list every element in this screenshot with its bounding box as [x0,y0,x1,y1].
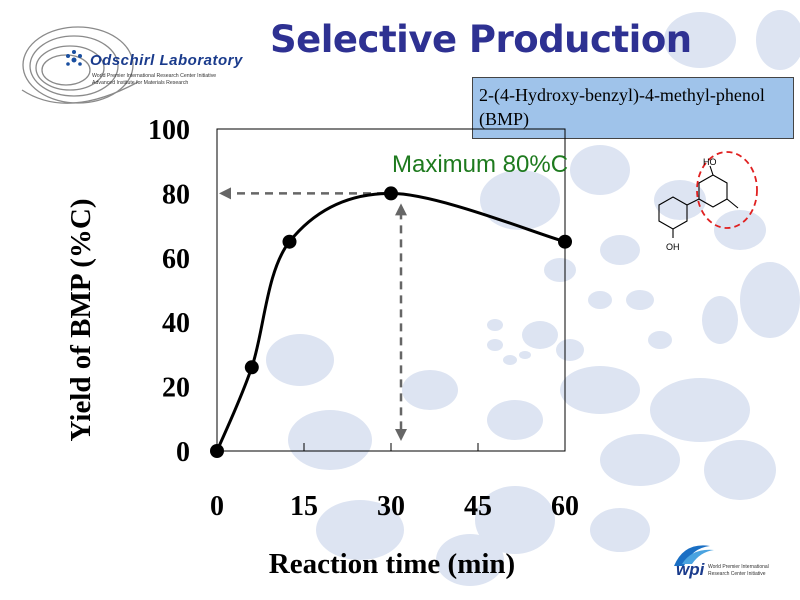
lab-logo: Odschirl Laboratory World Premier Intern… [8,10,258,128]
highlight-circle [696,151,758,229]
data-point [244,360,259,375]
x-tick-marks [216,443,566,451]
molecule-label-oh: OH [666,242,680,252]
annotation-maximum: Maximum 80%C [392,151,568,178]
slide-title: Selective Production [270,18,692,61]
x-tick-label: 0 [210,491,224,522]
x-axis-title: Reaction time (min) [269,548,515,580]
logo-swirl-icon [21,26,139,104]
logo-subtitle-1: World Premier International Research Cen… [92,73,217,79]
data-point [384,186,398,201]
data-point [282,234,297,249]
series-line [215,191,566,452]
x-tick-label: 30 [377,491,405,522]
y-tick-labels: 0 20 40 60 80 100 [148,115,190,468]
wpi-subtitle-2: Research Center Initiative [708,571,766,577]
wpi-subtitle-1: World Premier International [708,564,769,570]
x-tick-labels: 0 15 30 45 60 [210,491,579,522]
wpi-word: wpi [676,560,705,579]
wpi-logo: wpi World Premier International Research… [668,540,792,590]
x-tick-label: 45 [464,491,492,522]
y-tick-label: 40 [162,308,190,339]
bmp-molecule-icon [658,151,758,238]
y-tick-label: 20 [162,373,190,404]
series-points [210,186,572,458]
guide-arrowhead-up [395,203,407,216]
logo-name: Odschirl Laboratory [90,52,243,69]
molecule-label-ho: HO [703,157,717,167]
logo-subtitle-2: Advanced Institute for Materials Researc… [92,80,189,86]
annotation-guides [219,187,407,441]
data-point [210,444,224,458]
y-tick-label: 60 [162,244,190,275]
y-axis-title: Yield of BMP (%C) [65,199,97,442]
wpi-swoosh-icon [674,545,714,566]
y-tick-label: 80 [162,179,190,210]
data-point [558,234,572,249]
y-tick-label: 0 [176,437,190,468]
y-tick-label: 100 [148,115,190,146]
x-tick-label: 60 [551,491,579,522]
guide-arrowhead-left [219,187,231,200]
x-tick-label: 15 [290,491,318,522]
guide-arrowhead-down [395,429,407,441]
